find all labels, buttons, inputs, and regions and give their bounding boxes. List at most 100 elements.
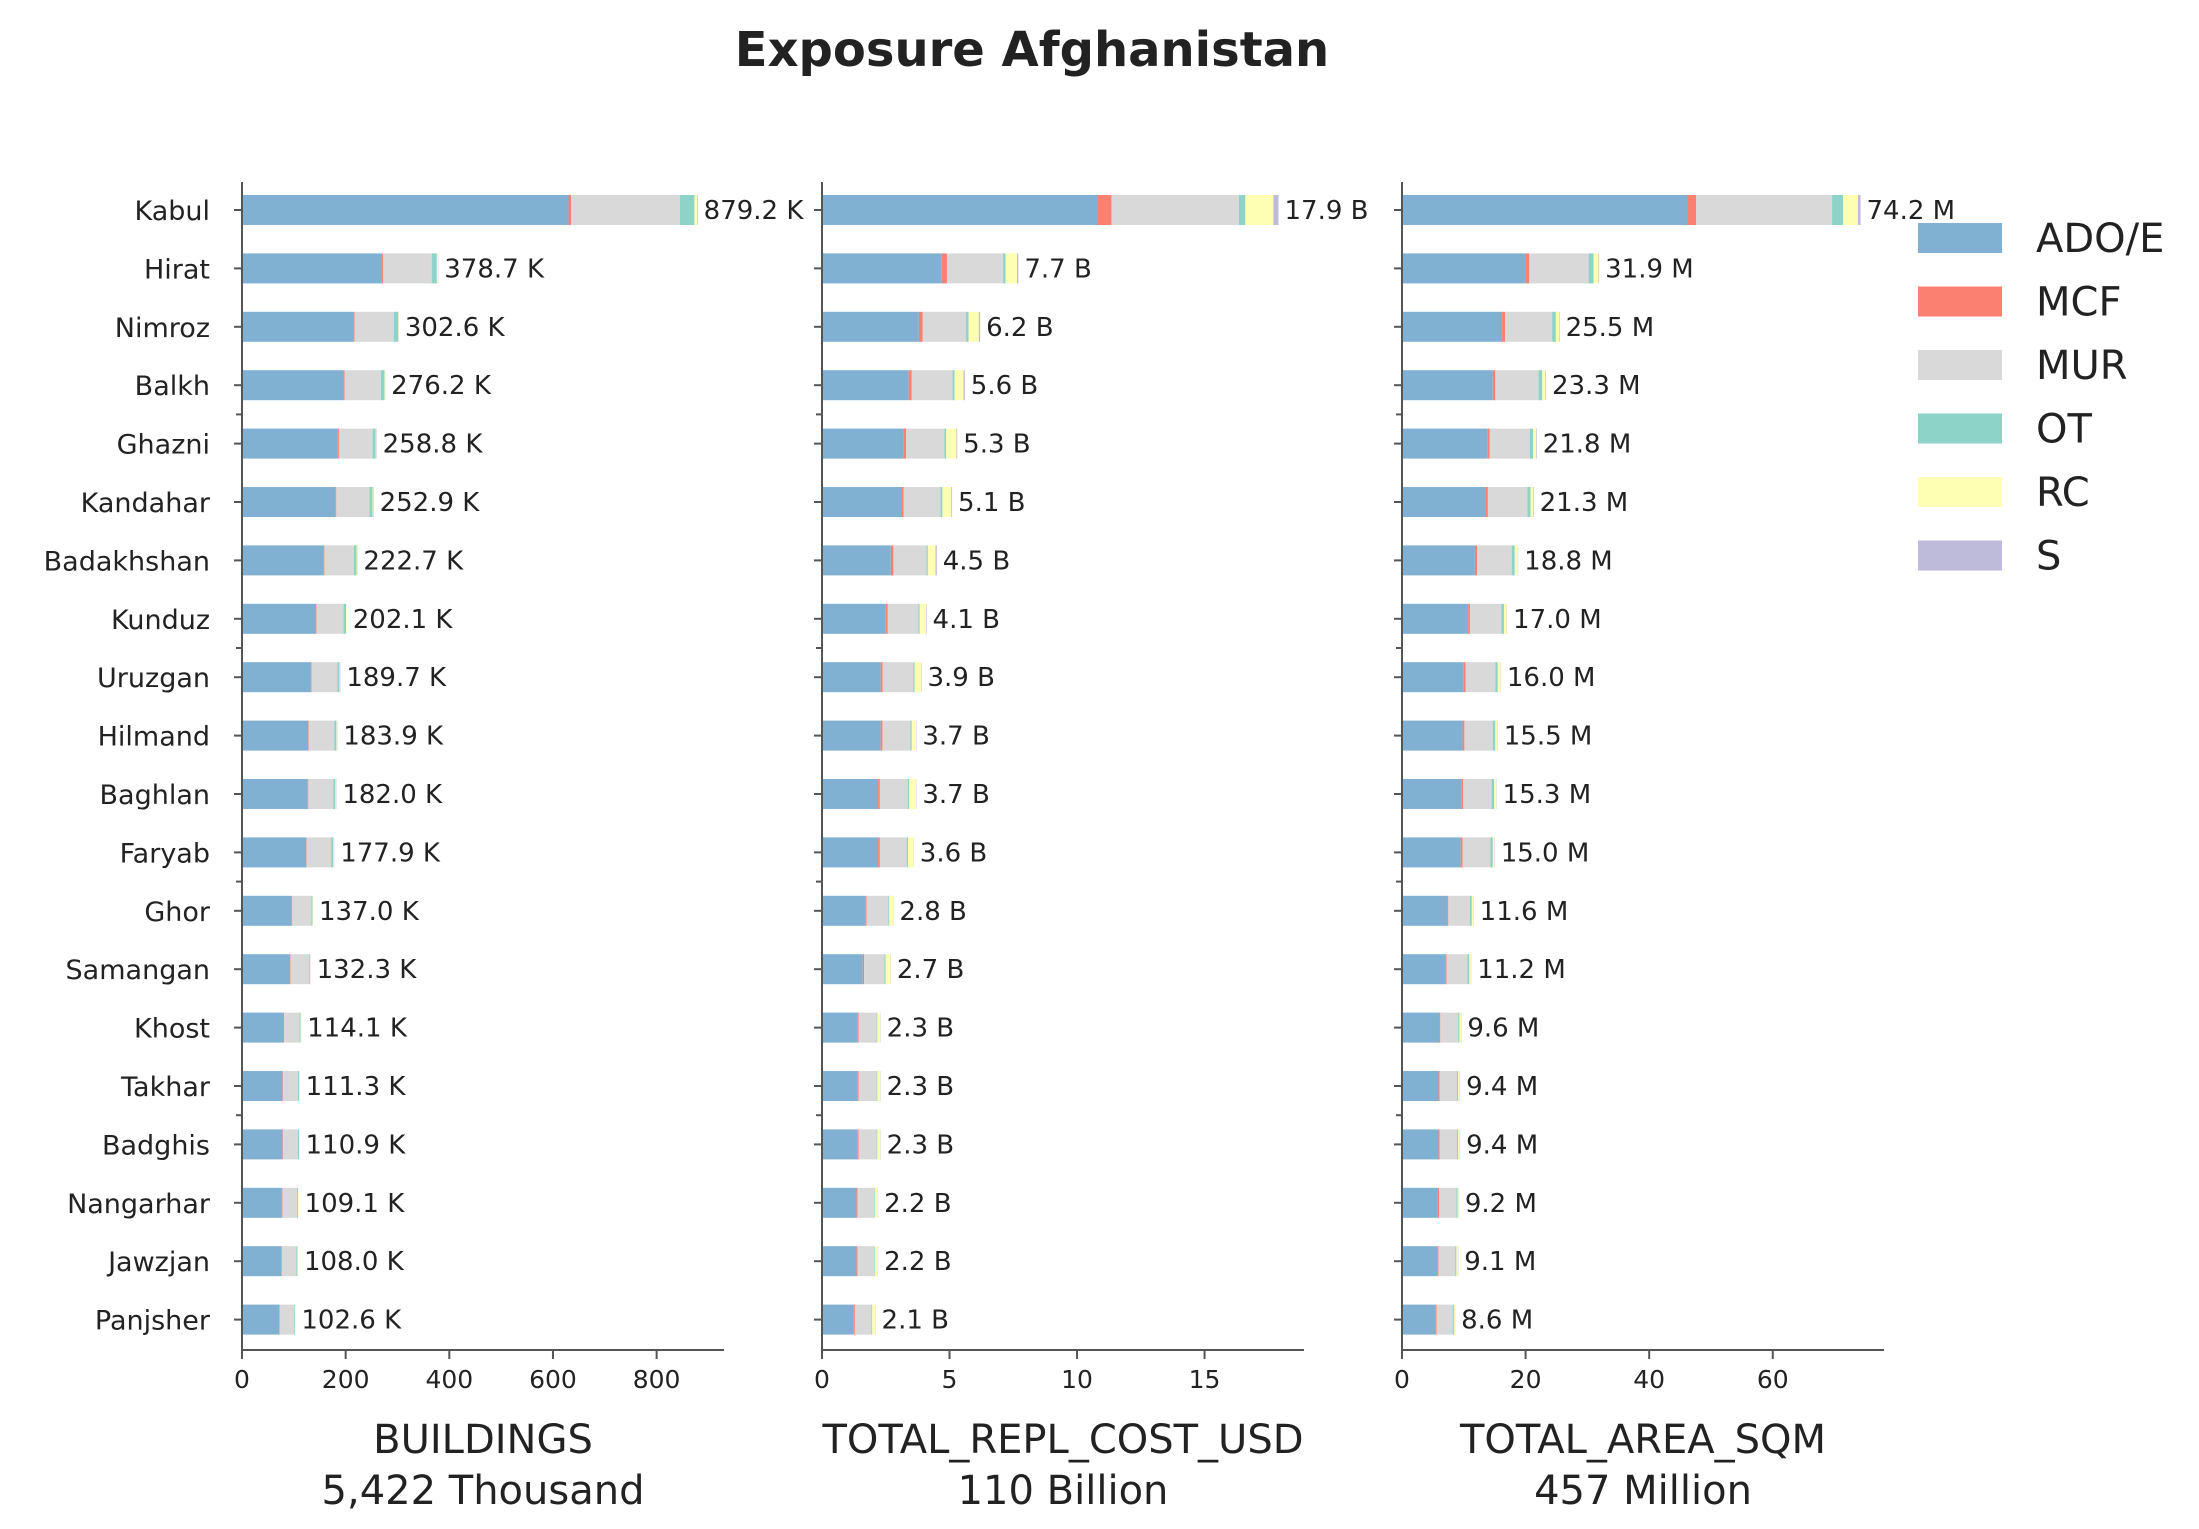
chart-title: Exposure Afghanistan (734, 22, 1330, 78)
bar-segment-mur (306, 837, 332, 868)
bar-segment-mcf (1435, 1304, 1437, 1335)
bar-segment-ado-e (242, 779, 308, 809)
bar-segment-ado-e (1402, 837, 1461, 868)
bar-segment-mcf (568, 195, 572, 225)
bar-segment-ado-e (822, 603, 886, 634)
bar-segment-mcf (1447, 895, 1449, 926)
bar-segment-mcf (310, 662, 312, 693)
bar-total-label: 2.7 B (897, 955, 964, 985)
y-tick-label: Panjsher (95, 1306, 211, 1337)
bar-segment-ot (1552, 311, 1556, 342)
y-tick-label: Ghor (144, 897, 211, 928)
bar-segment-ot (1501, 603, 1504, 634)
bar-total-label: 378.7 K (444, 254, 545, 284)
bar-segment-rc (877, 1071, 881, 1101)
bar-total-label: 9.4 M (1466, 1072, 1538, 1102)
bar-segment-mur (1464, 720, 1493, 751)
bar-segment-rc (299, 1071, 300, 1101)
bar-total-label: 11.6 M (1480, 897, 1569, 927)
bar-segment-ado-e (822, 1129, 858, 1160)
bar-segment-s (1598, 253, 1600, 284)
bar-segment-ado-e (1402, 603, 1469, 634)
bar-segment-mur (1448, 895, 1470, 926)
bar-segment-ot (1832, 195, 1844, 225)
bar-segment-mur (879, 779, 908, 809)
x-tick-label: 10 (1061, 1365, 1093, 1394)
bar-segment-mcf (1485, 487, 1488, 517)
bar-segment-rc (1555, 311, 1559, 342)
bar-segment-rc (1471, 895, 1474, 926)
bar-segment-s (935, 545, 937, 576)
bar-segment-mcf (941, 253, 947, 284)
bar-segment-rc (1459, 1012, 1462, 1043)
bar-segment-ot (1511, 545, 1515, 576)
bar-segment-ot (1490, 837, 1493, 868)
bar-total-label: 132.3 K (317, 955, 418, 985)
bar-total-label: 8.6 M (1461, 1306, 1533, 1336)
bar-total-label: 2.3 B (887, 1014, 954, 1044)
x-axis-label: TOTAL_REPL_COST_USD (821, 1417, 1303, 1463)
bar-segment-rc (1497, 662, 1501, 693)
bar-total-label: 258.8 K (383, 430, 484, 460)
y-tick-label: Kandahar (81, 488, 211, 519)
bar-segment-mcf (1492, 370, 1496, 401)
bar-segment-ot (1455, 1246, 1457, 1277)
bar-segment-rc (1005, 253, 1018, 284)
bar-total-label: 137.0 K (319, 897, 420, 927)
bar-total-label: 4.5 B (943, 546, 1010, 576)
bar-total-label: 276.2 K (391, 371, 492, 401)
x-axis-total: 5,422 Thousand (322, 1468, 645, 1514)
y-tick-label: Badghis (102, 1130, 210, 1161)
bar-segment-mcf (281, 1246, 282, 1277)
bar-segment-mcf (1438, 1071, 1440, 1101)
bar-total-label: 31.9 M (1605, 254, 1694, 284)
bar-segment-rc (436, 253, 438, 284)
bar-segment-rc (297, 1187, 299, 1218)
x-tick-label: 15 (1189, 1365, 1221, 1394)
bar-segment-ot (1538, 370, 1543, 401)
bar-total-label: 2.8 B (899, 897, 966, 927)
legend-swatch (1918, 413, 2002, 444)
bar-segment-ado-e (822, 428, 904, 459)
bar-segment-mcf (381, 253, 383, 284)
bar-total-label: 16.0 M (1507, 663, 1596, 693)
bar-total-label: 2.2 B (884, 1247, 951, 1277)
bar-segment-ado-e (242, 253, 382, 284)
x-tick-label: 200 (322, 1365, 370, 1394)
bar-segment-mcf (918, 311, 923, 342)
bar-total-label: 2.3 B (887, 1072, 954, 1102)
bar-segment-mur (282, 1071, 298, 1101)
x-tick-label: 400 (425, 1365, 473, 1394)
bar-segment-mur (1505, 311, 1553, 342)
bar-segment-mcf (1438, 1129, 1440, 1160)
bar-total-label: 108.0 K (304, 1247, 405, 1277)
y-tick-label: Faryab (120, 838, 210, 869)
bar-segment-mcf (1487, 428, 1490, 459)
bar-segment-ot (331, 837, 334, 868)
legend-label: MUR (2036, 343, 2128, 389)
legend-swatch (1918, 477, 2002, 507)
bar-segment-mur (864, 954, 885, 985)
bar-segment-ado-e (1402, 954, 1446, 985)
bar-total-label: 5.3 B (963, 430, 1030, 460)
bar-segment-mcf (901, 487, 904, 517)
bar-segment-ot (311, 895, 313, 926)
bar-segment-mur (1465, 662, 1496, 693)
y-tick-label: Badakhshan (44, 546, 210, 577)
bar-segment-ot (1529, 428, 1534, 459)
bar-segment-ot (913, 662, 915, 693)
bar-segment-rc (954, 370, 964, 401)
bar-segment-ado-e (822, 370, 909, 401)
bar-total-label: 111.3 K (306, 1072, 407, 1102)
bar-segment-mcf (337, 428, 339, 459)
bar-segment-ot (874, 1246, 875, 1277)
bar-segment-rc (874, 1187, 878, 1218)
legend-label: ADO/E (2036, 216, 2164, 262)
bar-segment-ado-e (1402, 1246, 1438, 1277)
bar-segment-mcf (291, 895, 293, 926)
bar-segment-mur (879, 837, 907, 868)
bar-segment-rc (1492, 837, 1495, 868)
bar-segment-ot (940, 487, 943, 517)
bar-total-label: 18.8 M (1524, 546, 1613, 576)
bar-segment-mur (308, 720, 335, 751)
